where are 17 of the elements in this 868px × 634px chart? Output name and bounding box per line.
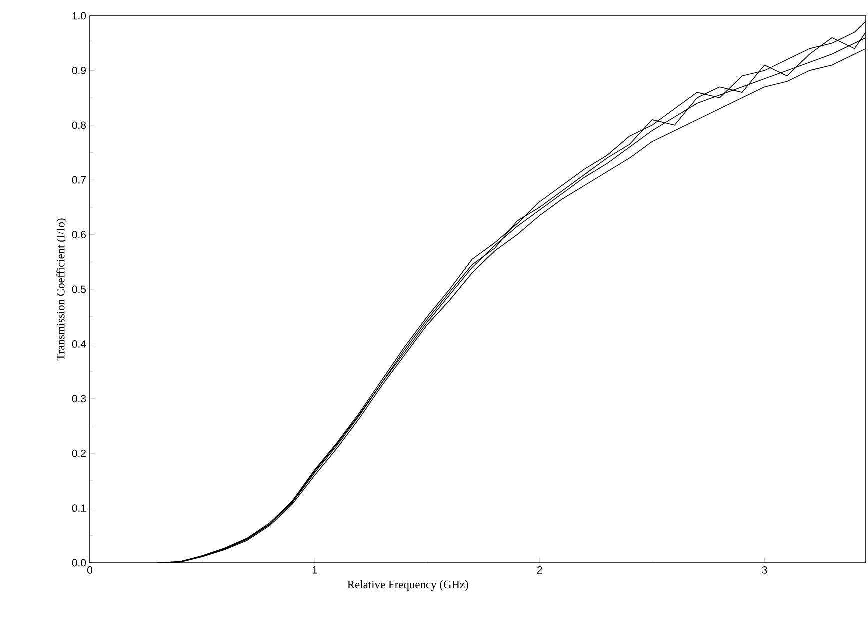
y-tick-label: 0.3 [72,395,86,403]
x-tick-label: 2 [537,566,542,574]
y-tick-label: 0.9 [72,67,86,74]
y-tick-label: 0.7 [72,176,86,184]
y-tick-label: 0.4 [72,340,86,348]
y-tick-label: 0.5 [72,286,86,294]
y-tick-label: 0.1 [72,504,86,512]
x-tick-label: 3 [762,566,768,574]
x-tick-label: 0 [87,566,92,574]
y-tick-label: 0.2 [72,450,86,458]
y-tick-label: 0.0 [72,559,86,567]
x-axis-title: Relative Frequency (GHz) [348,580,468,591]
y-tick-label: 1.0 [72,12,86,20]
y-tick-label: 0.8 [72,122,86,130]
y-tick-label: 0.6 [72,231,86,239]
y-axis-title: Transmission Coefficient (I/Io) [56,218,68,361]
x-tick-label: 1 [312,566,318,574]
